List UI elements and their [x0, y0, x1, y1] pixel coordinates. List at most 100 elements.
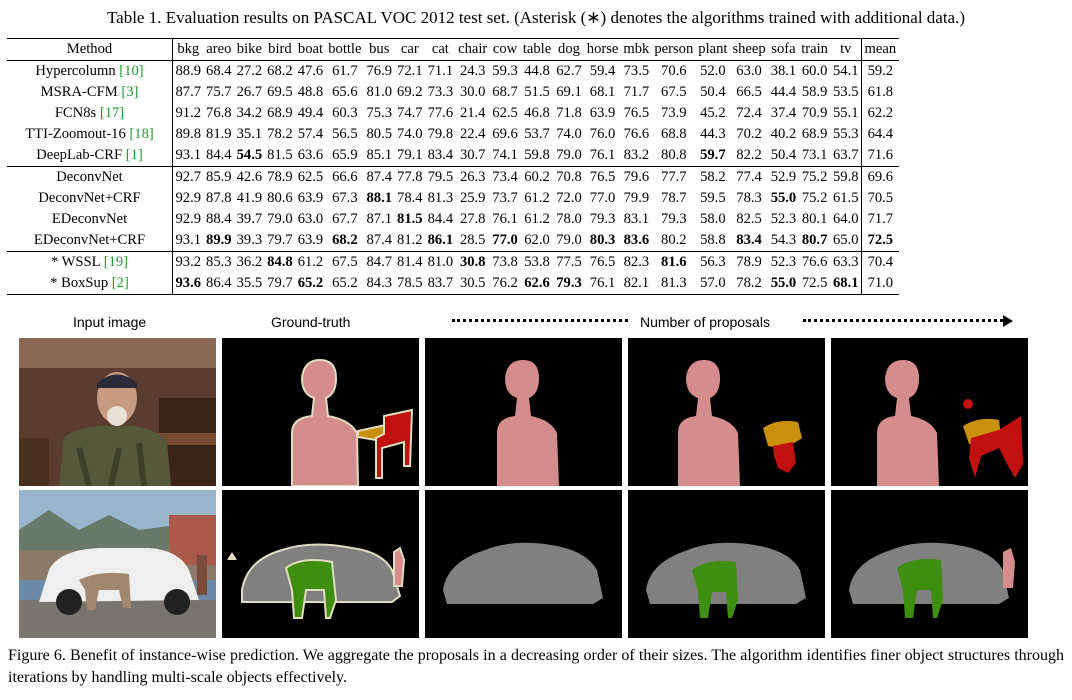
ground-truth-cow-car	[222, 490, 419, 638]
table-cell: 58.9	[801, 84, 828, 100]
table-cell: 38.1	[768, 60, 799, 82]
table-cell: 71.1	[425, 60, 456, 82]
table-cell: 35.5	[234, 273, 265, 295]
table-cell: 82.1	[620, 273, 652, 295]
table-cell: 91.2	[175, 105, 202, 121]
citation-link[interactable]: [3]	[121, 84, 139, 100]
column-header-train: train	[798, 38, 831, 61]
citation-link[interactable]: [18]	[129, 126, 154, 142]
column-header-table: table	[520, 38, 554, 61]
column-header-sheep: sheep	[729, 38, 769, 61]
citation-link[interactable]: [2]	[111, 275, 129, 291]
table-cell: 79.5	[425, 166, 456, 188]
table-cell: 79.0	[267, 211, 293, 227]
table-cell: 45.2	[700, 105, 726, 121]
table-cell: 77.7	[651, 166, 696, 188]
ground-truth-man	[222, 338, 419, 486]
table-cell: 61.2	[524, 211, 550, 227]
table-cell: 79.0	[556, 232, 582, 248]
column-header-bottle: bottle	[325, 38, 364, 61]
citation-link[interactable]: [10]	[119, 63, 144, 79]
citation-link[interactable]: [19]	[103, 254, 129, 270]
table-cell: 26.3	[455, 166, 490, 188]
table-cell: 62.5	[295, 166, 326, 188]
table-cell: 62.2	[861, 103, 899, 124]
table-row: DeepLab-CRF [1] 93.1 84.4 54.5 81.5 63.6 65.9 8…	[7, 145, 899, 167]
table-cell: 81.9	[206, 126, 232, 142]
table-cell: 78.4	[397, 190, 423, 206]
table-row: DeconvNet+CRF 92.9 87.8 41.9 80.6 63.9 67.3 88.…	[7, 188, 899, 209]
table-cell: 77.0	[492, 232, 518, 248]
column-header-sofa: sofa	[768, 38, 799, 61]
table-cell: 68.9	[267, 105, 293, 121]
table-cell: 63.6	[297, 147, 324, 163]
table-cell: 81.0	[366, 84, 393, 100]
table-cell: 63.9	[297, 232, 324, 248]
table-cell: 93.6	[172, 273, 204, 295]
table-cell: 76.0	[589, 126, 616, 142]
table-cell: 52.9	[768, 166, 799, 188]
table-cell: 70.6	[651, 60, 696, 82]
citation-link[interactable]: [17]	[99, 105, 125, 121]
table-cell: 72.5	[798, 273, 831, 295]
table-cell: 44.3	[700, 126, 726, 142]
table-cell: 76.5	[584, 166, 621, 188]
results-table: Method bkg areo bike bird boat bottle bus car cat…	[7, 38, 899, 295]
dotted-line-left	[452, 319, 628, 322]
column-header-tv: tv	[830, 38, 862, 61]
table-cell: 72.4	[736, 105, 762, 121]
table-cell: 68.8	[661, 126, 687, 142]
table-cell: 84.7	[363, 251, 395, 273]
table-cell: 55.1	[832, 105, 859, 121]
table-cell: 77.5	[553, 251, 585, 273]
table-cell: 80.3	[589, 232, 616, 248]
table-cell: 64.0	[832, 211, 859, 227]
table-cell: 80.7	[801, 232, 828, 248]
table-cell: 63.0	[297, 211, 324, 227]
table-cell: 54.3	[770, 232, 797, 248]
table-cell: 61.8	[861, 82, 899, 103]
table-cell: 68.7	[492, 84, 518, 100]
table-cell: 68.9	[801, 126, 828, 142]
method-name: * BoxSup [2]	[7, 273, 173, 295]
table-cell: 81.4	[394, 251, 426, 273]
table-cell: 75.7	[206, 84, 232, 100]
table-row: * WSSL [19] 93.2 85.3 36.2 84.8 61.2 67.5 84.7 8…	[7, 251, 899, 273]
proposals-step2-cow-car	[628, 490, 825, 638]
column-header-cat: cat	[425, 38, 456, 61]
table-cell: 44.8	[520, 60, 554, 82]
table-cell: 76.5	[584, 251, 621, 273]
table-cell: 52.0	[695, 60, 730, 82]
table-cell: 80.8	[661, 147, 687, 163]
table-cell: 83.4	[427, 147, 454, 163]
table-cell: 80.6	[267, 190, 293, 206]
table-cell: 87.4	[366, 232, 393, 248]
method-name: TTI-Zoomout-16 [18]	[7, 124, 173, 145]
table-cell: 92.7	[172, 166, 204, 188]
method-name: Hypercolumn [10]	[7, 60, 173, 82]
table-cell: 73.3	[427, 84, 454, 100]
table-cell: 74.1	[492, 147, 518, 163]
table-cell: 76.6	[798, 251, 831, 273]
citation-link[interactable]: [1]	[125, 147, 143, 163]
table-cell: 61.7	[325, 60, 364, 82]
table-row: Hypercolumn [10] 88.9 68.4 27.2 68.2 47.6 61.7…	[7, 60, 899, 82]
table-cell: 59.2	[861, 60, 899, 82]
table-cell: 68.4	[203, 60, 235, 82]
table-cell: 76.1	[589, 147, 616, 163]
table-cell: 76.8	[206, 105, 232, 121]
table-cell: 88.4	[206, 211, 232, 227]
table-cell: 79.7	[267, 232, 293, 248]
table-cell: 55.0	[770, 190, 797, 206]
column-header-bkg: bkg	[172, 38, 204, 61]
table-cell: 78.2	[267, 126, 293, 142]
table-cell: 52.3	[768, 251, 799, 273]
table-cell: 92.9	[175, 190, 202, 206]
column-header-bus: bus	[363, 38, 395, 61]
table-cell: 21.4	[459, 105, 486, 121]
column-header-horse: horse	[584, 38, 621, 61]
method-name: * WSSL [19]	[7, 251, 173, 273]
figure-caption: Figure 6. Benefit of instance-wise predi…	[8, 647, 1064, 686]
table-cell: 74.7	[397, 105, 423, 121]
table-cell: 58.2	[695, 166, 730, 188]
